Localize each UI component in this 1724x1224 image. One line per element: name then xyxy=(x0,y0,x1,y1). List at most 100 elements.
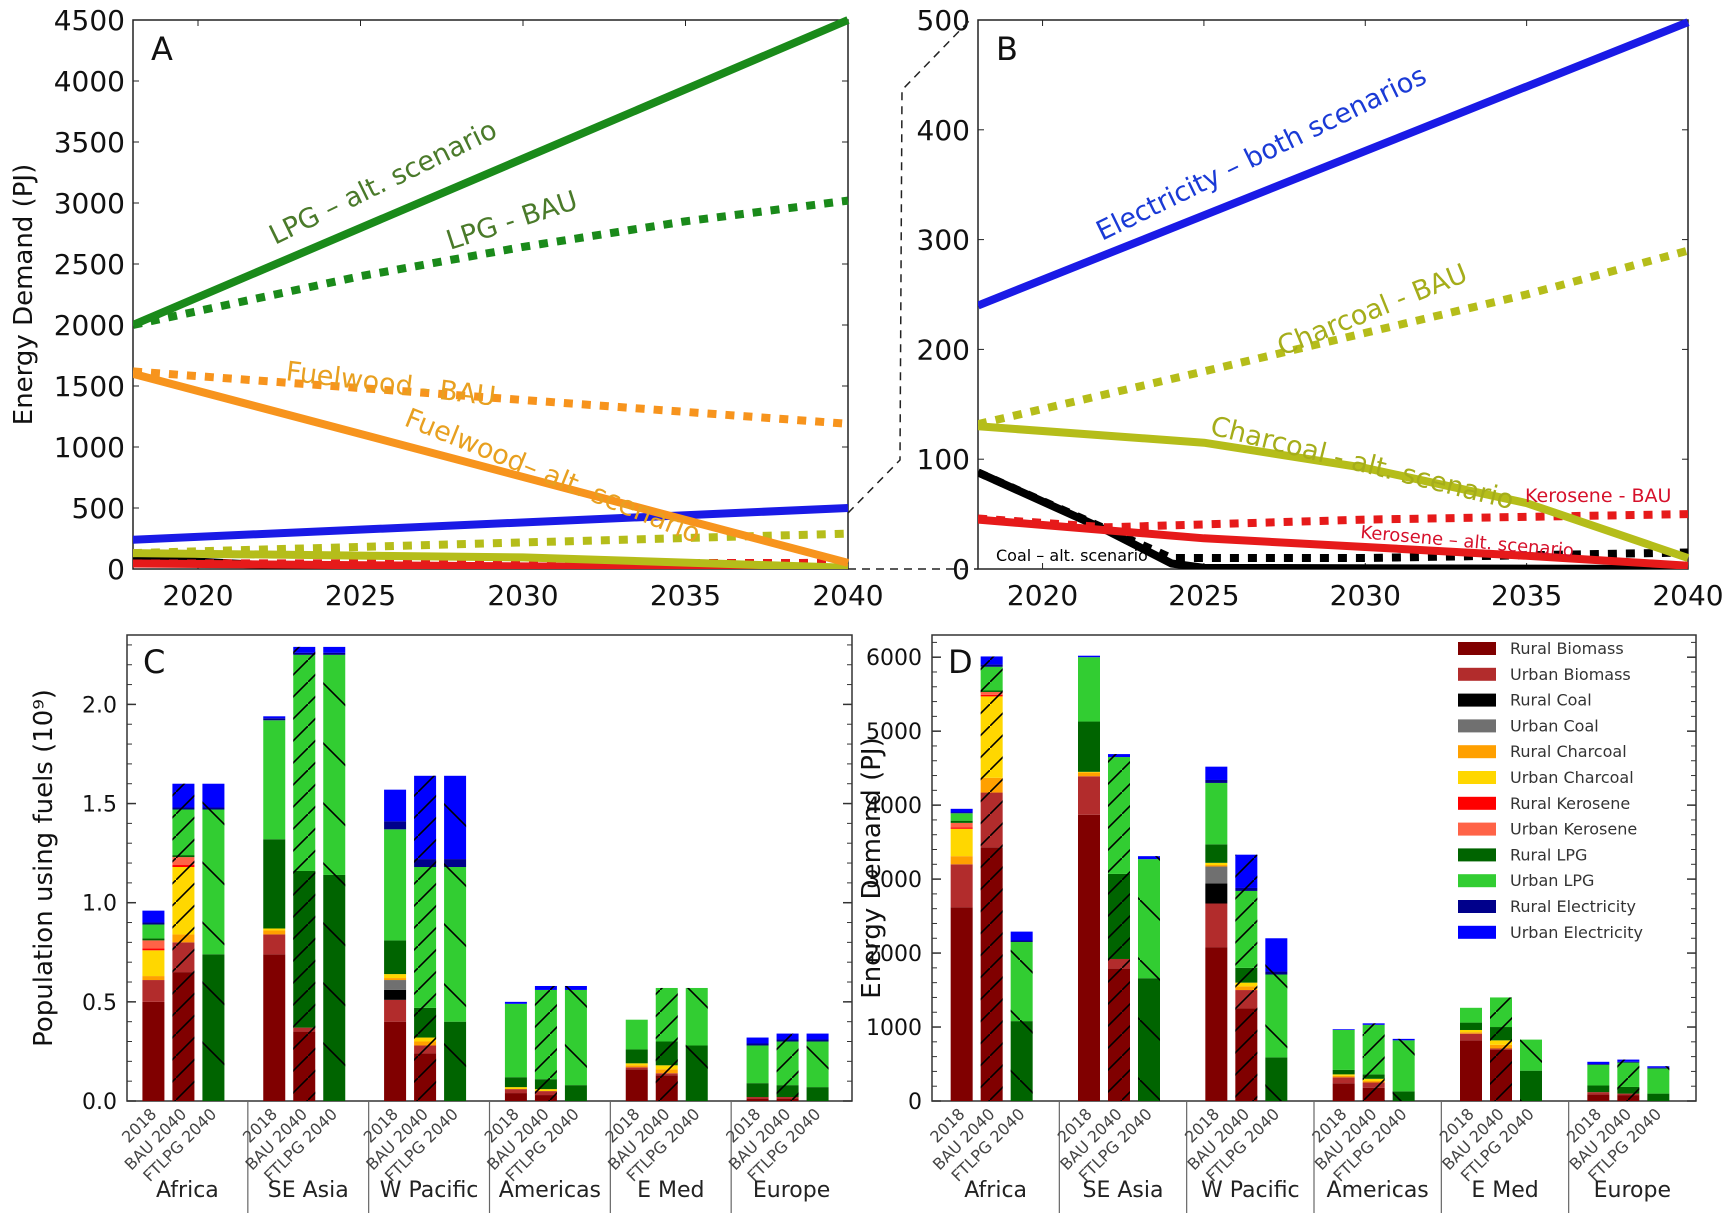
bar-segment-rural-biomass xyxy=(1587,1094,1610,1101)
zoom-connector xyxy=(847,19,978,570)
bar-segment-rural-lpg xyxy=(1205,844,1228,863)
bar-segment-urban-biomass xyxy=(1078,776,1100,815)
x-tick-label: 2020 xyxy=(1007,579,1078,612)
bar-hatch xyxy=(1617,1059,1640,1101)
bar-segment-urban-lpg xyxy=(1587,1064,1610,1086)
x-tick-label: 2040 xyxy=(1652,579,1723,612)
bar-segment-urban-charcoal xyxy=(1205,862,1228,866)
y-tick-label: 2000 xyxy=(866,942,922,967)
bar-segment-urban-coal xyxy=(1205,866,1228,884)
series-line-lpg-bau xyxy=(133,196,849,329)
x-tick-label: 2030 xyxy=(487,579,558,612)
bar-segment-urban-lpg xyxy=(504,1003,527,1078)
bar-segment-rural-biomass xyxy=(1078,814,1100,1101)
bar-segment-rural-lpg xyxy=(504,1077,527,1088)
bar-segment-rural-coal xyxy=(384,989,407,1000)
legend-label: Rural Charcoal xyxy=(1510,742,1627,761)
bar-hatch xyxy=(980,656,1003,1101)
bar-segment-rural-charcoal xyxy=(625,1065,648,1068)
y-tick-label: 0.0 xyxy=(82,1090,117,1115)
bar-segment-rural-electricity xyxy=(746,1043,769,1046)
series-line-kerosene-alt-scenario xyxy=(978,515,1689,569)
y-axis-label: Energy Demand (PJ) xyxy=(9,164,39,425)
bar-segment-urban-biomass xyxy=(142,980,165,1002)
plot-frame xyxy=(126,634,853,1102)
bar-hatch xyxy=(1392,1038,1415,1101)
series-line-electricity xyxy=(133,504,849,544)
bar-segment-urban-lpg xyxy=(1078,657,1100,722)
bar-segment-rural-coal xyxy=(1205,883,1228,904)
legend-label: Rural Biomass xyxy=(1510,639,1624,658)
y-tick-label: 1000 xyxy=(866,1016,922,1041)
series-line-lpg-alt-scenario xyxy=(133,16,850,329)
y-axis-label: Energy Demand (PJ) xyxy=(857,737,887,998)
bar-segment-rural-electricity xyxy=(950,812,973,814)
y-tick-label: 1.0 xyxy=(82,892,117,917)
bar-segment-urban-charcoal xyxy=(625,1063,648,1066)
bar-segment-urban-kerosene xyxy=(950,822,973,828)
legend-label: Urban Electricity xyxy=(1510,923,1643,942)
y-tick-label: 1500 xyxy=(54,370,125,403)
bar-segment-urban-biomass xyxy=(504,1089,527,1094)
bar-hatch xyxy=(1647,1066,1670,1101)
bar-hatch xyxy=(293,646,316,1101)
series-label: Charcoal - alt. scenario xyxy=(1207,411,1517,516)
bar-hatch xyxy=(1265,938,1288,1101)
legend-label: Rural LPG xyxy=(1510,845,1587,864)
legend-swatch xyxy=(1458,667,1496,681)
series-label: Coal – alt. scenario xyxy=(996,546,1148,565)
bar-segment-urban-charcoal xyxy=(1078,771,1100,773)
bar-segment-rural-biomass xyxy=(263,954,286,1101)
y-tick-label: 4000 xyxy=(866,794,922,819)
legend-swatch xyxy=(1458,796,1496,810)
bar-segment-rural-lpg xyxy=(950,820,973,823)
y-tick-label: 0 xyxy=(107,553,125,586)
series-line-fuelwood-bau xyxy=(133,367,849,428)
series-line-kerosene-bau xyxy=(978,510,1689,532)
bar-segment-rural-charcoal xyxy=(263,930,286,935)
zoom-connector-top xyxy=(847,19,971,514)
bar-segment-rural-charcoal xyxy=(950,856,973,865)
bar-segment-urban-lpg xyxy=(950,813,973,821)
bar-segment-rural-lpg xyxy=(625,1049,648,1064)
bar-hatch xyxy=(776,1033,799,1101)
series-group xyxy=(978,18,1690,569)
bar-hatch xyxy=(685,987,708,1101)
bar-hatch xyxy=(806,1033,829,1101)
y-tick-label: 0 xyxy=(908,1090,922,1115)
bar-segment-urban-biomass xyxy=(1205,903,1228,948)
bar-segment-rural-electricity xyxy=(1587,1064,1610,1065)
legend-swatch xyxy=(1458,900,1496,913)
series-line-charcoal-bau xyxy=(978,246,1690,428)
bar-segment-rural-electricity xyxy=(384,821,407,830)
bar-hatch xyxy=(202,783,225,1101)
region-label: Americas xyxy=(1327,1178,1429,1203)
bar-segment-urban-electricity xyxy=(1205,766,1228,780)
legend-swatch xyxy=(1458,771,1496,784)
bar-hatch xyxy=(1490,997,1512,1101)
x-tick-label: 2035 xyxy=(1491,579,1562,612)
bar-segment-rural-charcoal xyxy=(384,978,407,981)
bar-segment-urban-charcoal xyxy=(263,928,286,931)
bar-segment-rural-biomass xyxy=(1205,947,1228,1101)
y-tick-label: 0.5 xyxy=(82,991,117,1016)
legend-swatch xyxy=(1458,874,1496,888)
bar-hatch xyxy=(323,646,346,1101)
bar-segment-urban-lpg xyxy=(142,924,165,939)
series-label: Charcoal - BAU xyxy=(1273,258,1472,362)
legend-label: Rural Coal xyxy=(1510,691,1592,710)
bar-segment-urban-biomass xyxy=(263,934,286,955)
bar-segment-urban-biomass xyxy=(384,999,407,1022)
bar-segment-rural-charcoal xyxy=(142,976,165,981)
legend-label: Urban LPG xyxy=(1510,871,1594,890)
bar-segment-rural-biomass xyxy=(1332,1083,1355,1101)
region-label: E Med xyxy=(1471,1178,1538,1203)
bar-segment-urban-electricity xyxy=(504,1001,527,1004)
series-line-charcoal-bau xyxy=(133,529,849,558)
bar-segment-rural-kerosene xyxy=(950,827,973,829)
bar-hatch xyxy=(414,775,437,1101)
bar-segment-rural-charcoal xyxy=(1078,772,1100,777)
bar-segment-rural-lpg xyxy=(384,940,407,975)
bar-segment-urban-lpg xyxy=(625,1019,648,1050)
